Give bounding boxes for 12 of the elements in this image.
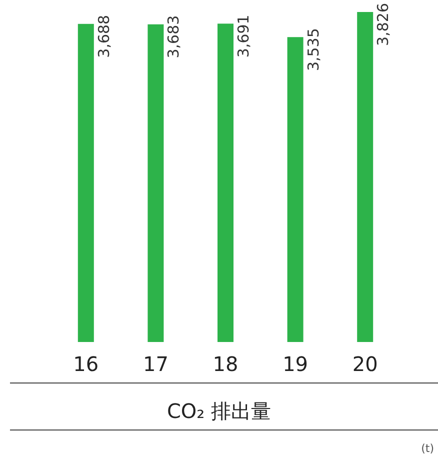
data-label: 3,826 (374, 3, 392, 46)
data-label: 3,683 (164, 15, 183, 58)
x-tick-label: 17 (142, 352, 168, 376)
data-label: 3,688 (94, 14, 113, 58)
x-tick-label: 19 (282, 352, 308, 376)
x-tick-label: 20 (352, 352, 378, 376)
data-label: 3,535 (304, 28, 322, 72)
x-tick-label: 18 (212, 352, 238, 376)
x-tick-label: 16 (73, 352, 99, 376)
data-label: 3,691 (234, 14, 252, 58)
text: (t) (421, 442, 434, 455)
text: CO₂ 排出量 (166, 399, 272, 423)
